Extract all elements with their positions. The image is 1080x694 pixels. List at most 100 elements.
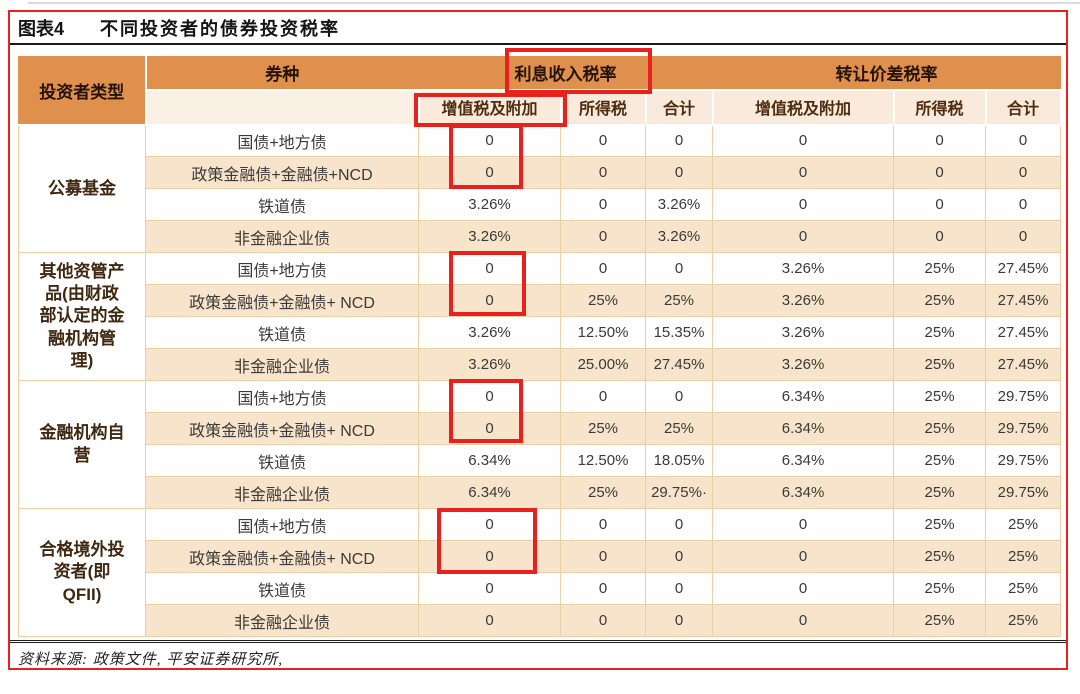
- tax-rate-value-cell: 25%: [985, 508, 1062, 541]
- tax-rate-table: 投资者类型 券种 利息收入税率 转让价差税率 增值税及附加 所得税 合计 增值税…: [18, 56, 1062, 637]
- tax-rate-value-cell: 29.75%: [985, 476, 1062, 509]
- table-row: 合格境外投 资者(即 QFII) 国债+地方债 0 0 0 0 25% 25%: [18, 508, 1062, 637]
- table-row: 非金融企业债 3.26% 25.00% 27.45% 3.26% 25% 27.45%: [19, 348, 1062, 381]
- tax-rate-value-cell: 6.34%: [418, 444, 561, 477]
- tax-rate-value-cell: 25%: [560, 284, 646, 317]
- tax-rate-value-cell: 25%: [985, 572, 1062, 605]
- bond-type-cell: 铁道债: [145, 188, 419, 221]
- tax-rate-value-cell: 0: [712, 156, 895, 189]
- tax-rate-value-cell: 0: [560, 508, 646, 541]
- tax-rate-value-cell: 6.34%: [712, 444, 895, 477]
- tax-rate-value-cell: 25%: [893, 284, 987, 317]
- tax-rate-value-cell: 3.26%: [712, 348, 895, 381]
- figure-title: 不同投资者的债券投资税率: [100, 19, 340, 39]
- tax-rate-value-cell: 0: [712, 508, 895, 541]
- tax-rate-value-cell: 3.26%: [418, 220, 561, 253]
- header-vat-and-surcharge-2: 增值税及附加: [711, 88, 895, 126]
- table-row: 政策金融债+金融债+ NCD 0 0 0 0 25% 25%: [19, 540, 1062, 573]
- bond-type-cell: 政策金融债+金融债+ NCD: [145, 412, 419, 445]
- tax-rate-value-cell: 0: [712, 220, 895, 253]
- table-row: 铁道债 0 0 0 0 25% 25%: [19, 572, 1062, 605]
- tax-rate-value-cell: 27.45%: [985, 316, 1062, 349]
- bond-type-cell: 国债+地方债: [145, 380, 419, 413]
- tax-rate-value-cell: 0: [644, 572, 714, 605]
- header-total-1: 合计: [644, 88, 714, 126]
- figure-number: 图表4: [18, 19, 65, 39]
- tax-rate-value-cell: 12.50%: [560, 316, 646, 349]
- bond-type-cell: 铁道债: [145, 444, 419, 477]
- tax-rate-value-cell: 6.34%: [712, 380, 895, 413]
- bond-type-cell: 国债+地方债: [145, 252, 419, 285]
- tax-rate-value-cell: 0: [560, 220, 646, 253]
- bond-type-cell: 非金融企业债: [145, 604, 419, 637]
- tax-rate-value-cell: 27.45%: [644, 348, 714, 381]
- header-interest-income-tax: 利息收入税率: [417, 56, 714, 91]
- table-row: 金融机构自 营国债+地方债 0 0 0 6.34% 25% 29.75%: [18, 380, 1062, 509]
- tax-rate-value-cell: 0: [418, 604, 561, 637]
- tax-rate-value-cell: 0: [985, 220, 1062, 253]
- header-bond-type: 券种: [145, 56, 419, 91]
- bond-type-cell: 政策金融债+金融债+NCD: [145, 156, 419, 189]
- tax-rate-value-cell: 6.34%: [418, 476, 561, 509]
- tax-rate-value-cell: 0: [644, 252, 714, 285]
- bond-type-cell: 非金融企业债: [145, 476, 419, 509]
- header-total-2: 合计: [984, 88, 1062, 126]
- tax-rate-value-cell: 27.45%: [985, 252, 1062, 285]
- tax-rate-value-cell: 25%: [560, 476, 646, 509]
- tax-rate-value-cell: 25%: [893, 508, 987, 541]
- bond-type-cell: 国债+地方债: [145, 508, 419, 541]
- tax-rate-value-cell: 0: [985, 156, 1062, 189]
- tax-rate-value-cell: 29.75%·: [644, 476, 714, 509]
- tax-rate-value-cell: 0: [712, 604, 895, 637]
- tax-rate-value-cell: 0: [644, 156, 714, 189]
- tax-rate-value-cell: 18.05%: [644, 444, 714, 477]
- tax-rate-value-cell: 12.50%: [560, 444, 646, 477]
- table-row: 非金融企业债 6.34% 25% 29.75%· 6.34% 25% 29.75%: [19, 476, 1062, 509]
- header-row-1: 投资者类型 券种 利息收入税率 转让价差税率: [18, 56, 1062, 126]
- header-blank-cell: [144, 88, 420, 126]
- table-body: 公募基金 国债+地方债 0 0 0 0 0 0 政策金融债+金融债+NCD 0 0 0 0 0 0 铁道债 3.…: [18, 124, 1062, 637]
- tax-rate-value-cell: 25%: [893, 380, 987, 413]
- header-income-tax-2: 所得税: [892, 88, 987, 126]
- tax-rate-value-cell: 25%: [560, 412, 646, 445]
- tax-rate-value-cell: 27.45%: [985, 284, 1062, 317]
- tax-rate-value-cell: 0: [712, 188, 895, 221]
- header-income-tax-1: 所得税: [559, 88, 647, 126]
- tax-rate-value-cell: 0: [560, 124, 646, 157]
- tax-rate-value-cell: 25%: [893, 572, 987, 605]
- table-row: 铁道债 6.34% 12.50% 18.05% 6.34% 25% 29.75%: [19, 444, 1062, 477]
- tax-rate-value-cell: 3.26%: [418, 188, 561, 221]
- header-investor-type: 投资者类型: [18, 56, 147, 126]
- tax-rate-value-cell: 0: [712, 540, 895, 573]
- tax-rate-value-cell: 0: [560, 156, 646, 189]
- table-row: 其他资管产 品(由财政 部认定的金 融机构管 理) 国债+地方债 0 0 0 3.26% 2…: [18, 252, 1062, 381]
- tax-rate-value-cell: 25%: [644, 284, 714, 317]
- table-row: 政策金融债+金融债+ NCD 0 25% 25% 6.34% 25% 29.75%: [19, 412, 1062, 445]
- title-underline: [10, 43, 1066, 45]
- tax-rate-value-cell: 29.75%: [985, 412, 1062, 445]
- tax-rate-value-cell: 0: [560, 540, 646, 573]
- tax-rate-value-cell: 6.34%: [712, 476, 895, 509]
- tax-rate-value-cell: 0: [418, 412, 561, 445]
- tax-rate-value-cell: 3.26%: [712, 316, 895, 349]
- tax-rate-value-cell: 15.35%: [644, 316, 714, 349]
- tax-rate-value-cell: 25%: [893, 604, 987, 637]
- tax-rate-value-cell: 0: [418, 252, 561, 285]
- tax-rate-value-cell: 3.26%: [418, 316, 561, 349]
- header-row-2: 增值税及附加 所得税 合计 增值税及附加 所得税 合计: [19, 88, 1062, 126]
- tax-rate-value-cell: 0: [712, 572, 895, 605]
- investor-type-cell: 金融机构自 营: [18, 380, 146, 509]
- tax-rate-value-cell: 0: [418, 508, 561, 541]
- tax-rate-value-cell: 25%: [644, 412, 714, 445]
- tax-rate-value-cell: 0: [644, 604, 714, 637]
- bond-type-cell: 政策金融债+金融债+ NCD: [145, 540, 419, 573]
- tax-rate-value-cell: 25%: [985, 604, 1062, 637]
- tax-rate-value-cell: 0: [418, 124, 561, 157]
- investor-type-cell: 公募基金: [18, 124, 146, 253]
- table-row: 政策金融债+金融债+NCD 0 0 0 0 0 0: [19, 156, 1062, 189]
- table-row: 公募基金 国债+地方债 0 0 0 0 0 0: [18, 124, 1062, 253]
- tax-rate-value-cell: 25%: [893, 412, 987, 445]
- tax-rate-value-cell: 0: [644, 508, 714, 541]
- tax-rate-value-cell: 0: [712, 124, 895, 157]
